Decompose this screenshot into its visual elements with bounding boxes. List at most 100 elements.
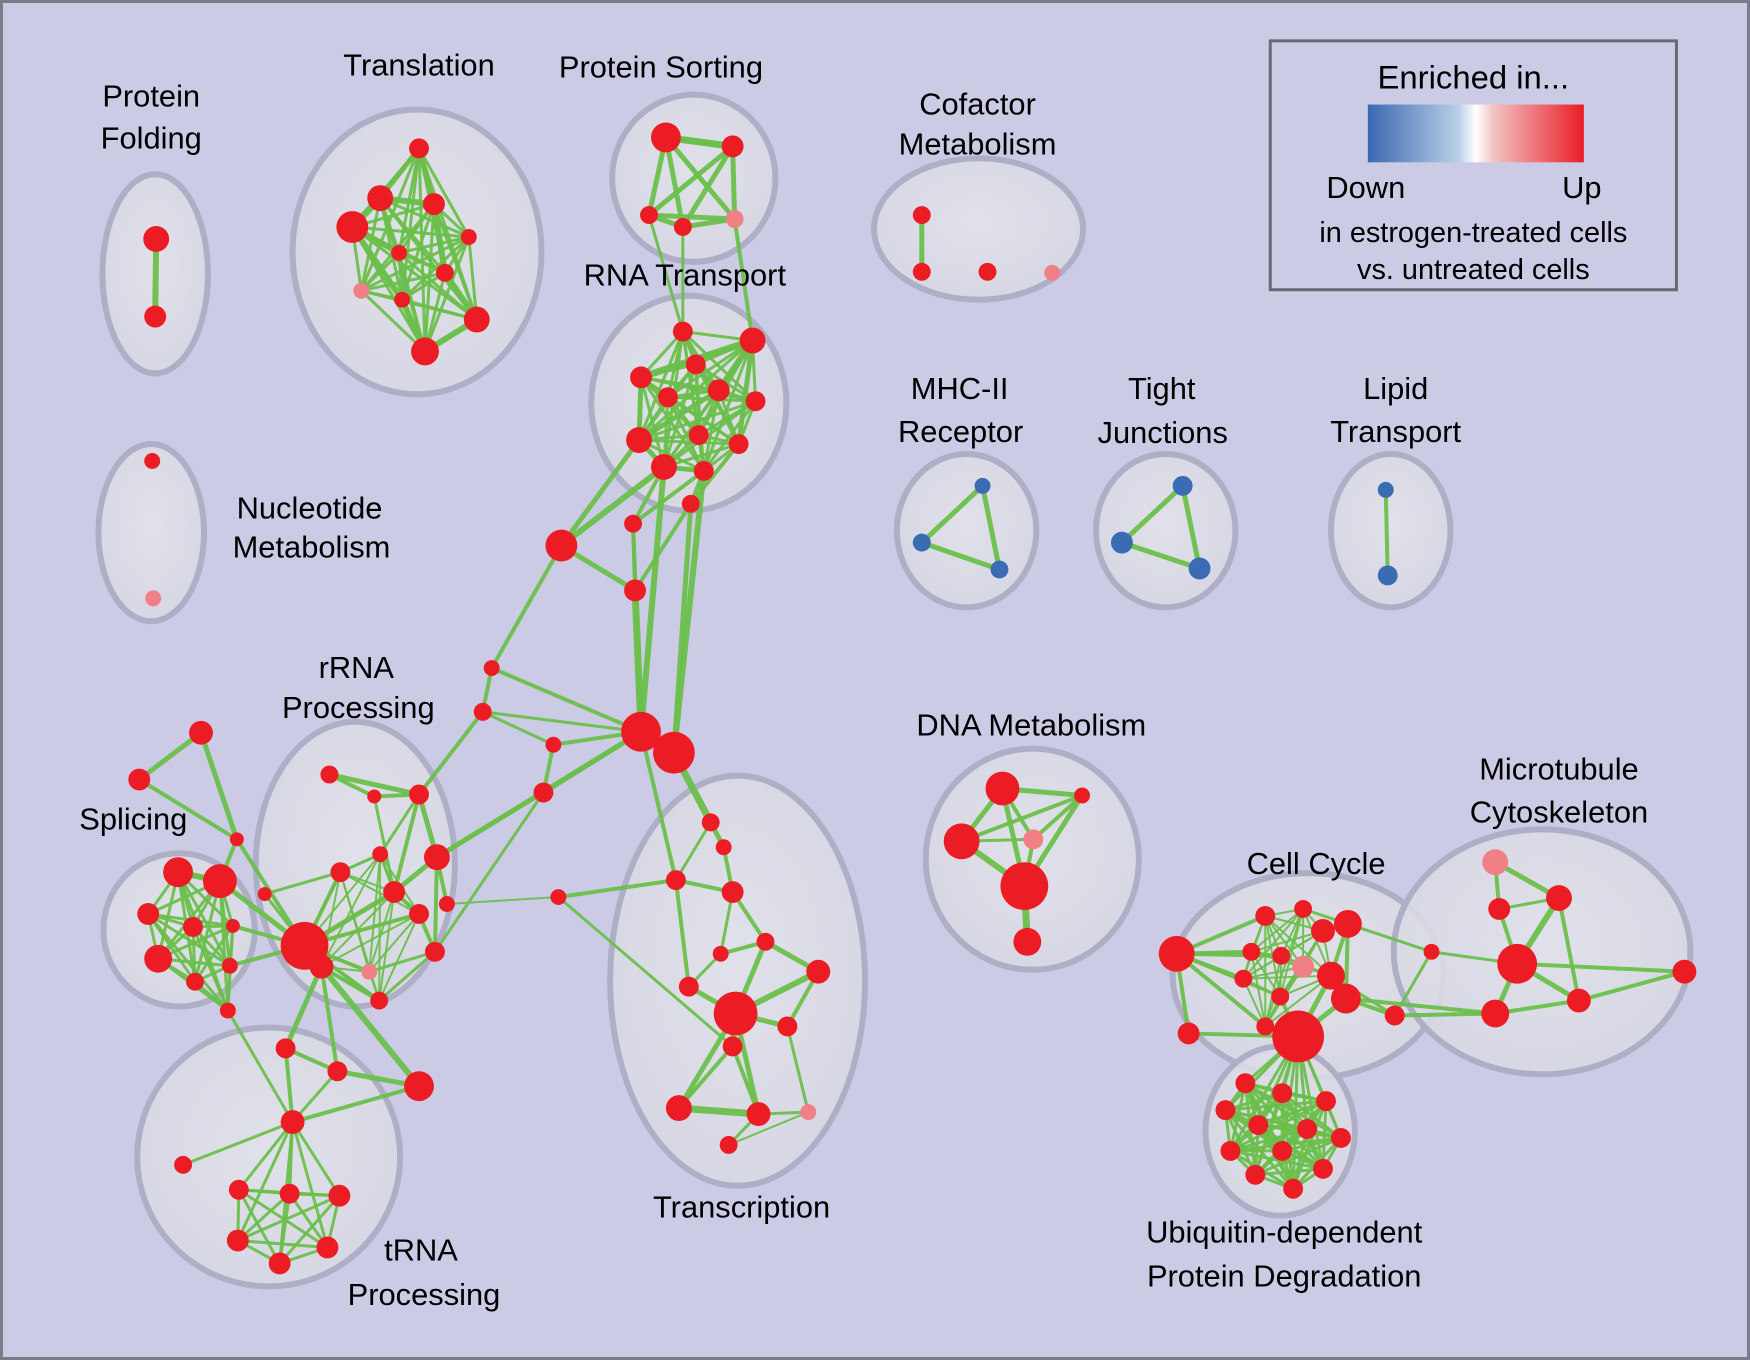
- node-HUB2: [652, 731, 695, 774]
- node-C10: [1234, 969, 1253, 988]
- node-M7: [1481, 999, 1510, 1028]
- edge-B1-B3: [980, 483, 1002, 572]
- cluster-label-ubiquitin-degradation-line2: Protein Degradation: [1147, 1258, 1421, 1293]
- node-C11: [1271, 987, 1290, 1006]
- edge-PS1-PS5: [663, 134, 738, 222]
- edge-J2-J3: [1119, 540, 1203, 571]
- edge-TN3-TN4: [290, 1084, 422, 1125]
- node-R5: [330, 862, 351, 883]
- node-C1: [1255, 905, 1276, 926]
- edge-IN1-X1: [489, 543, 564, 671]
- node-B1: [974, 477, 991, 494]
- edge-C2-C12: [1264, 907, 1305, 1028]
- edge-S5-S8: [193, 924, 235, 984]
- node-TR2: [715, 839, 732, 856]
- edge-RT10-IN3: [688, 442, 741, 506]
- edge-RT7-RT12: [702, 399, 758, 473]
- node-RT5: [657, 387, 678, 408]
- node-RT11: [650, 454, 677, 480]
- node-IN1: [545, 529, 578, 562]
- node-R1: [320, 765, 339, 784]
- node-U1: [1235, 1073, 1256, 1094]
- edge-M7-M8: [1493, 998, 1581, 1016]
- edge-S1-S9: [176, 870, 232, 968]
- node-TR1: [701, 813, 720, 832]
- edge-RT1-RT7: [681, 330, 758, 403]
- edge-J1-J3: [1180, 483, 1203, 571]
- node-U7: [1330, 1128, 1351, 1148]
- node-TN1: [275, 1038, 296, 1059]
- node-T4: [423, 193, 445, 216]
- node-TN11: [268, 1252, 291, 1275]
- node-CF1: [912, 206, 931, 225]
- node-RT12: [693, 460, 714, 481]
- edge-D2-D3: [959, 793, 1085, 844]
- node-U12: [1283, 1178, 1304, 1199]
- edge-R5-R8: [339, 871, 421, 915]
- cluster-label-cofactor-metabolism-line1: Cofactor: [919, 87, 1036, 122]
- node-R8: [409, 904, 429, 924]
- node-X2: [473, 702, 492, 721]
- edge-T5-T10: [467, 235, 479, 322]
- edge-TN4-TN10: [291, 1120, 329, 1249]
- node-D5: [1000, 862, 1049, 910]
- cluster-label-lipid-transport-line1: Lipid: [1363, 371, 1428, 406]
- edge-PS2-PS3: [646, 143, 736, 218]
- edge-R11-R5: [263, 870, 342, 896]
- edge-R4-R13: [378, 853, 382, 1002]
- edge-RT2-RT10: [736, 338, 756, 447]
- edge-RT4-RT7: [639, 375, 758, 403]
- edge-B1-B2: [919, 483, 986, 546]
- edge-C2-C5: [1250, 907, 1305, 953]
- edge-TR11-TR13: [730, 1044, 761, 1117]
- node-TN10: [316, 1236, 339, 1259]
- edge-J1-J2: [1119, 483, 1186, 546]
- cluster-ellipse-tight-junctions: [1093, 451, 1239, 611]
- node-C9: [1330, 983, 1361, 1014]
- cluster-ellipse-transcription: [607, 772, 869, 1189]
- cluster-label-trna-processing-line2: Processing: [348, 1277, 501, 1312]
- node-TR9: [713, 991, 758, 1036]
- node-B3: [990, 560, 1009, 579]
- node-TN4: [280, 1110, 305, 1134]
- node-D2: [1074, 787, 1091, 804]
- legend-gradient-bar: [1367, 104, 1584, 163]
- node-D6: [1013, 927, 1042, 956]
- node-TR6: [756, 932, 775, 951]
- edge-T3-T10: [350, 225, 479, 322]
- edge-X2-HUB1: [481, 710, 643, 734]
- edge-T4-T10: [432, 202, 479, 322]
- node-RT3: [685, 354, 706, 375]
- edge-RT4-RT12: [639, 375, 706, 473]
- node-TR15: [719, 1135, 738, 1154]
- node-U2: [1272, 1083, 1293, 1104]
- edge-TN4-TN9: [236, 1120, 295, 1243]
- node-U9: [1272, 1140, 1293, 1161]
- edge-TR3-TR8: [673, 878, 691, 989]
- edge-R7-R14: [432, 855, 439, 954]
- legend-title: Enriched in...: [1377, 59, 1569, 96]
- cluster-label-nucleotide-metabolism-line2: Metabolism: [233, 530, 391, 565]
- node-TR8: [678, 976, 699, 997]
- node-T6: [391, 244, 408, 261]
- edge-TN1-TN4: [283, 1046, 295, 1125]
- node-T2: [367, 185, 394, 212]
- node-CF4: [1044, 264, 1061, 281]
- nodes: [128, 122, 1697, 1275]
- node-IN3: [681, 494, 700, 513]
- edge-TR12-TR13: [675, 1104, 763, 1118]
- edge-HUB1-TR3: [639, 729, 678, 883]
- node-R6: [383, 881, 406, 904]
- edge-V0a-V0b: [136, 730, 204, 783]
- edge-S2-S8: [193, 879, 222, 984]
- edge-X1-HUB1: [489, 666, 644, 734]
- legend-box: [1268, 39, 1678, 292]
- cluster-ellipse-lipid-transport: [1327, 451, 1454, 611]
- cluster-labels: Protein Folding Translation Protein Sorting…: [79, 48, 1648, 1313]
- edge-RT9-IN1: [558, 437, 642, 549]
- edge-R3-R4: [378, 792, 421, 856]
- legend-caption-line1: in estrogen-treated cells: [1319, 217, 1627, 249]
- edge-R6-R12: [368, 891, 396, 973]
- node-D3: [943, 823, 980, 860]
- edge-R3-R6: [392, 792, 422, 895]
